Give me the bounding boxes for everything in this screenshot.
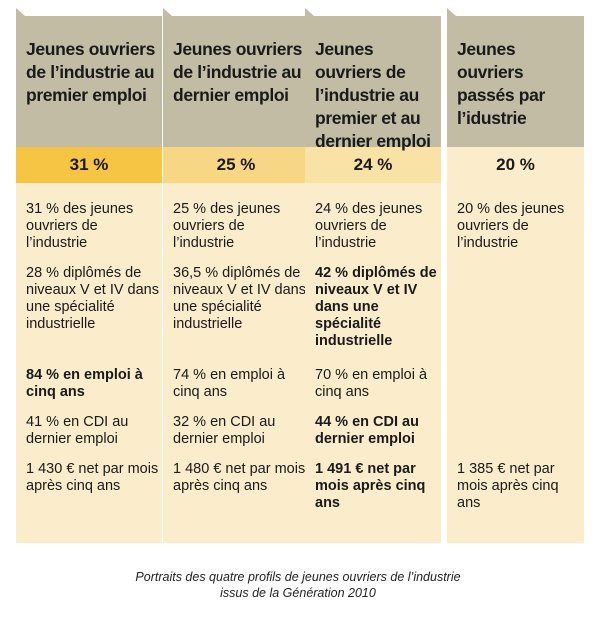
profile-title: Jeunes ouvriers passés par l’idustrie — [457, 39, 545, 128]
figure-caption: Portraits des quatre profils de jeunes o… — [0, 569, 596, 601]
share-text: 25 % des jeunes ouvriers de l’industrie — [173, 201, 281, 251]
profile-percentage: 31 % — [16, 147, 162, 183]
diploma-text: 28 % diplômés de niveaux V et IV dans un… — [26, 265, 159, 332]
net-salary-text: 1 491 € net par mois après cinq ans — [315, 461, 426, 511]
employment-rate-text: 74 % en emploi à cinq ans — [173, 367, 286, 400]
share-text: 31 % des jeunes ouvriers de l’industrie — [26, 201, 134, 251]
profile-header: Jeunes ouvriers de l’industrie au dernie… — [163, 8, 309, 147]
caption-line-1: Portraits des quatre profils de jeunes o… — [135, 570, 461, 584]
profile-column-1: Jeunes ouvriers de l’industrie au premie… — [16, 8, 162, 543]
profile-title: Jeunes ouvriers de l’industrie au dernie… — [173, 39, 302, 105]
profile-column-3: Jeunes ouvriers de l’industrie au premie… — [305, 8, 441, 543]
cdi-rate-text: 44 % en CDI au dernier emploi — [315, 414, 419, 447]
share-text: 20 % des jeunes ouvriers de l’industrie — [457, 201, 565, 251]
profile-title: Jeunes ouvriers de l’industrie au premie… — [26, 39, 155, 105]
profile-percentage: 20 % — [447, 147, 584, 183]
employment-rate-text: 70 % en emploi à cinq ans — [315, 367, 428, 400]
cdi-rate-text: 41 % en CDI au dernier emploi — [26, 414, 129, 447]
profile-details: 24 % des jeunes ouvriers de l’industrie … — [305, 183, 441, 543]
profile-details: 20 % des jeunes ouvriers de l’industrie … — [447, 183, 584, 543]
share-text: 24 % des jeunes ouvriers de l’industrie — [315, 201, 423, 251]
profile-percentage: 25 % — [163, 147, 309, 183]
net-salary-text: 1 385 € net par mois après cinq ans — [457, 461, 559, 511]
net-salary-text: 1 480 € net par mois après cinq ans — [173, 461, 306, 494]
profile-percentage: 24 % — [305, 147, 441, 183]
diploma-text: 42 % diplômés de niveaux V et IV dans un… — [315, 265, 437, 349]
profile-header: Jeunes ouvriers de l’industrie au premie… — [305, 8, 441, 151]
profile-details: 31 % des jeunes ouvriers de l’industrie … — [16, 183, 162, 543]
employment-rate-text: 84 % en emploi à cinq ans — [26, 367, 143, 400]
diploma-text: 36,5 % diplômés de niveaux V et IV dans … — [173, 265, 306, 332]
profile-header: Jeunes ouvriers de l’industrie au premie… — [16, 8, 162, 147]
net-salary-text: 1 430 € net par mois après cinq ans — [26, 461, 159, 494]
profile-details: 25 % des jeunes ouvriers de l’industrie … — [163, 183, 309, 543]
profile-column-4: Jeunes ouvriers passés par l’idustrie 20… — [447, 8, 584, 543]
profile-title: Jeunes ouvriers de l’industrie au premie… — [315, 39, 431, 151]
profile-column-2: Jeunes ouvriers de l’industrie au dernie… — [163, 8, 309, 543]
caption-line-2: issus de la Génération 2010 — [220, 586, 376, 600]
profile-header: Jeunes ouvriers passés par l’idustrie — [447, 8, 584, 147]
cdi-rate-text: 32 % en CDI au dernier emploi — [173, 414, 276, 447]
